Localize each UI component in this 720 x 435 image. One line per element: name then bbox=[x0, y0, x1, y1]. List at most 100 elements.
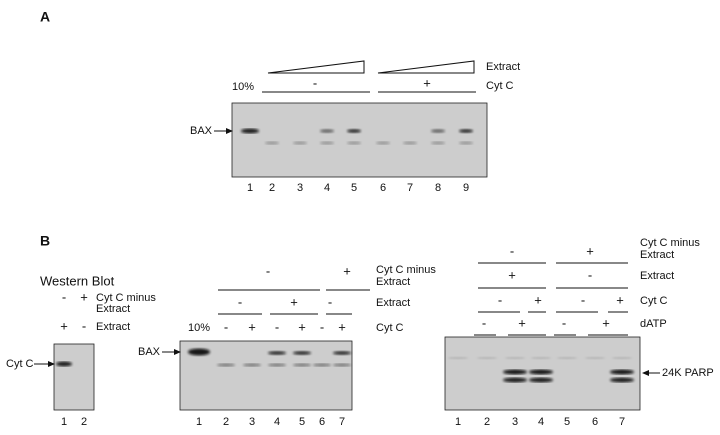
band bbox=[293, 363, 311, 367]
sign: + bbox=[534, 292, 542, 307]
sign: - bbox=[266, 263, 270, 278]
lane-number: 6 bbox=[380, 182, 386, 194]
lane-number: 1 bbox=[196, 416, 202, 428]
band bbox=[505, 357, 525, 359]
sign: + bbox=[290, 294, 298, 309]
lane-number: 7 bbox=[339, 416, 345, 428]
lane-number: 2 bbox=[223, 416, 229, 428]
band-label: BAX bbox=[190, 125, 213, 137]
percent: 10% bbox=[232, 81, 254, 93]
row-label: Cyt C minus bbox=[376, 264, 436, 276]
band bbox=[243, 363, 261, 367]
sign: + bbox=[508, 267, 516, 282]
lane-number: 8 bbox=[435, 182, 441, 194]
lane-number: 3 bbox=[249, 416, 255, 428]
lane-number: 6 bbox=[592, 416, 598, 428]
sign: + bbox=[423, 75, 431, 90]
band bbox=[313, 363, 331, 367]
band bbox=[376, 141, 390, 145]
sign: - bbox=[224, 319, 228, 334]
band bbox=[503, 369, 527, 375]
gel bbox=[53, 343, 95, 411]
band bbox=[333, 363, 351, 367]
row-label: Extract bbox=[96, 321, 130, 333]
lane-number: 5 bbox=[351, 182, 357, 194]
band bbox=[610, 377, 634, 383]
sign: - bbox=[313, 75, 317, 90]
band bbox=[610, 369, 634, 375]
lane-number: 7 bbox=[619, 416, 625, 428]
band bbox=[448, 357, 468, 359]
row-label: Extract bbox=[376, 276, 410, 288]
sign: + bbox=[338, 319, 346, 334]
lane-number: 1 bbox=[61, 416, 67, 428]
row-label: Cyt C minus bbox=[640, 237, 700, 249]
sign: + bbox=[518, 315, 526, 330]
panel-label: B bbox=[40, 233, 50, 249]
lane-number: 4 bbox=[538, 416, 544, 428]
wedge bbox=[267, 60, 365, 74]
band bbox=[293, 351, 311, 355]
row-label: dATP bbox=[640, 318, 667, 330]
percent: 10% bbox=[188, 322, 210, 334]
lane-number: 2 bbox=[484, 416, 490, 428]
sign: + bbox=[586, 243, 594, 258]
lane-number: 1 bbox=[247, 182, 253, 194]
sign: + bbox=[602, 315, 610, 330]
band bbox=[612, 357, 632, 359]
band bbox=[477, 357, 497, 359]
lane-number: 5 bbox=[564, 416, 570, 428]
lane-number: 7 bbox=[407, 182, 413, 194]
lane-number: 4 bbox=[324, 182, 330, 194]
sign: - bbox=[62, 289, 66, 304]
band bbox=[585, 357, 605, 359]
lane-number: 3 bbox=[297, 182, 303, 194]
sign: - bbox=[328, 294, 332, 309]
row-label: Cyt C minus bbox=[96, 292, 156, 304]
band bbox=[529, 377, 553, 383]
row-label: Extract bbox=[96, 303, 130, 315]
lane-number: 3 bbox=[512, 416, 518, 428]
sign: + bbox=[248, 319, 256, 334]
sign: - bbox=[510, 243, 514, 258]
band bbox=[265, 141, 279, 145]
sign: + bbox=[60, 318, 68, 333]
row-label: Cyt C bbox=[376, 322, 404, 334]
band bbox=[503, 377, 527, 383]
sign: - bbox=[498, 292, 502, 307]
gel bbox=[231, 102, 488, 178]
row-label: Cyt C bbox=[486, 80, 514, 92]
sign: - bbox=[562, 315, 566, 330]
lane-number: 6 bbox=[319, 416, 325, 428]
band bbox=[188, 348, 210, 356]
band bbox=[268, 363, 286, 367]
band bbox=[56, 361, 72, 367]
band bbox=[431, 129, 445, 133]
band bbox=[529, 369, 553, 375]
band bbox=[320, 141, 334, 145]
band bbox=[241, 128, 259, 134]
blot-title: Western Blot bbox=[40, 273, 115, 288]
band bbox=[531, 357, 551, 359]
sign: + bbox=[298, 319, 306, 334]
row-label: Extract bbox=[376, 297, 410, 309]
sign: - bbox=[275, 319, 279, 334]
lane-number: 5 bbox=[299, 416, 305, 428]
band bbox=[347, 129, 361, 133]
sign: - bbox=[588, 267, 592, 282]
wedge bbox=[377, 60, 475, 74]
band bbox=[320, 129, 334, 133]
band bbox=[293, 141, 307, 145]
band bbox=[459, 141, 473, 145]
band bbox=[347, 141, 361, 145]
sign: - bbox=[581, 292, 585, 307]
band bbox=[557, 357, 577, 359]
band-label: BAX bbox=[138, 346, 161, 358]
row-label: Extract bbox=[640, 270, 674, 282]
band-label: Cyt C bbox=[6, 358, 34, 370]
band bbox=[333, 351, 351, 355]
row-label: Extract bbox=[486, 61, 520, 73]
sign: + bbox=[80, 289, 88, 304]
lane-number: 2 bbox=[269, 182, 275, 194]
